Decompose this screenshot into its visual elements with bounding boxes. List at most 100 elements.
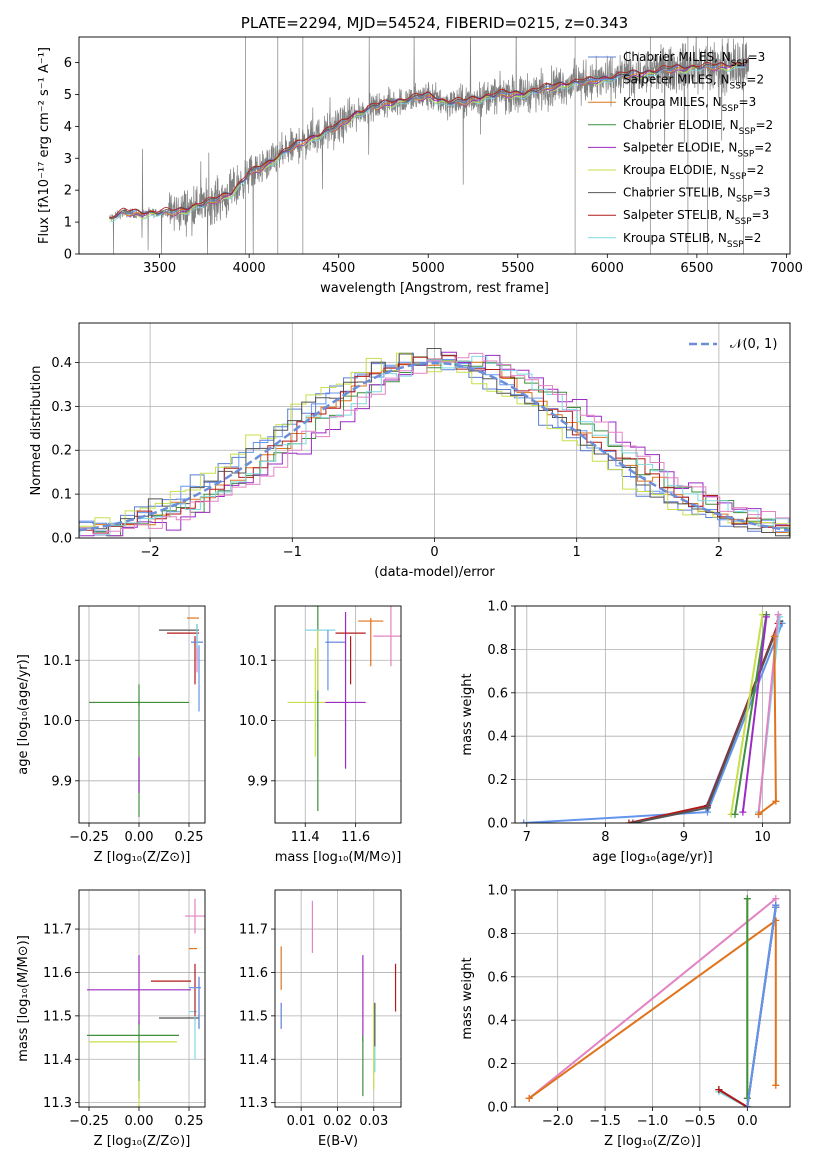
- weight-vs-Z-frame: [514, 889, 791, 1108]
- weight-marker: [772, 797, 780, 805]
- age-vs-Z-axes: −0.25 0.00 0.25 9.9 10.0 10.1 Z [log₁₀(Z/Z⊙)]: [43, 605, 206, 865]
- x-axis-label: mass [log₁₀(M/M⊙)]: [275, 850, 402, 865]
- spectrum-legend: Chabrier MILES, NSSP=3 Salpeter MILES, NS…: [588, 50, 773, 250]
- legend-label: Salpeter ELODIE, NSSP=2: [623, 140, 772, 159]
- y-tick-label: 0.2: [487, 1057, 508, 1072]
- error-bar-point: [185, 898, 205, 934]
- weight-series: [739, 613, 770, 816]
- x-tick-label: 0: [430, 545, 438, 560]
- x-tick-label: 6500: [680, 261, 713, 276]
- x-tick-label: 4500: [322, 261, 355, 276]
- y-tick-label: 1: [64, 216, 72, 231]
- x-tick-label: −1.5: [589, 1114, 621, 1129]
- weight-line: [528, 897, 777, 1100]
- weight-vs-age-axes: 7 8 9 10 0.0 0.2 0.4 0.6 0.8 1.0 age [log₁₀(age/yr…: [487, 600, 791, 865]
- x-tick-label: 1: [573, 545, 581, 560]
- weight-marker: [731, 810, 739, 818]
- y-tick-label: 3: [64, 152, 72, 167]
- x-tick-label: 10: [754, 830, 771, 845]
- y-tick-label: 0.8: [487, 927, 508, 942]
- x-tick-label: 2: [715, 545, 723, 560]
- y-tick-label: 10.0: [43, 714, 72, 729]
- weight-line: [730, 614, 764, 815]
- weight-vs-Z-plot-area: [525, 895, 780, 1107]
- weight-marker: [629, 819, 637, 823]
- x-tick-label: 0.0: [737, 1114, 758, 1129]
- error-bar-point: [373, 606, 401, 667]
- residuals-legend: 𝒩(0, 1): [689, 337, 777, 352]
- x-tick-label: 7: [523, 830, 531, 845]
- x-tick-label: 5000: [412, 261, 445, 276]
- histogram-step: [79, 352, 790, 537]
- weight-marker: [743, 895, 751, 903]
- weight-marker: [743, 1103, 751, 1107]
- weight-series: [755, 632, 780, 818]
- y-tick-label: 0.4: [487, 1014, 508, 1029]
- x-tick-label: 6000: [591, 261, 624, 276]
- y-tick-label: 0.1: [51, 488, 72, 503]
- y-tick-label: 0.0: [51, 532, 72, 547]
- y-tick-label: 5: [64, 88, 72, 103]
- age-vs-Z-plot-area: [89, 617, 203, 817]
- y-tick-label: 2: [64, 184, 72, 199]
- weight-vs-age-plot-area: [520, 611, 786, 823]
- histogram-step: [79, 361, 790, 533]
- y-tick-label: 11.3: [43, 1096, 72, 1111]
- weight-marker: [520, 819, 528, 823]
- x-tick-label: −2.0: [542, 1114, 574, 1129]
- legend-label: Chabrier STELIB, NSSP=3: [623, 186, 771, 205]
- x-tick-label: 0.25: [175, 830, 204, 845]
- legend-label: Salpeter STELIB, NSSP=3: [623, 208, 769, 227]
- y-tick-label: 11.5: [239, 1009, 268, 1024]
- x-tick-label: 4000: [233, 261, 266, 276]
- legend-label: Chabrier MILES, NSSP=3: [623, 50, 765, 69]
- spectrum-data-line: [109, 37, 750, 254]
- weight-marker: [772, 903, 780, 911]
- x-tick-label: −2: [141, 545, 160, 560]
- spectrum-frame: [78, 36, 791, 255]
- weight-series: [525, 916, 780, 1102]
- y-tick-label: 0.0: [487, 1101, 508, 1116]
- weight-series: [743, 895, 751, 1102]
- x-axis-label: age [log₁₀(age/yr)]: [592, 850, 713, 865]
- weight-line: [632, 620, 781, 823]
- y-tick-label: 11.4: [239, 1053, 268, 1068]
- y-axis-label: Normed distribution: [29, 366, 44, 496]
- y-tick-label: 0.6: [487, 686, 508, 701]
- chart-title: PLATE=2294, MJD=54524, FIBERID=0215, z=0…: [241, 14, 628, 32]
- mass-vs-EBV-frame: [274, 889, 402, 1108]
- legend-label: 𝒩(0, 1): [730, 337, 777, 352]
- x-axis-label: wavelength [Angstrom, rest frame]: [320, 281, 549, 296]
- y-tick-label: 0.8: [487, 643, 508, 658]
- x-tick-label: 0.25: [175, 1114, 204, 1129]
- y-tick-label: 10.0: [239, 714, 268, 729]
- weight-marker: [772, 1081, 780, 1089]
- weight-series: [743, 903, 780, 1107]
- y-tick-label: 1.0: [487, 884, 508, 899]
- x-tick-label: 7000: [770, 261, 803, 276]
- y-tick-label: 4: [64, 120, 72, 135]
- x-tick-label: 0.03: [359, 1114, 388, 1129]
- y-axis-label: Flux [fλ10⁻¹⁷ erg cm⁻² s⁻¹ A⁻¹]: [37, 47, 52, 244]
- x-tick-label: 0.01: [287, 1114, 316, 1129]
- y-axis-label: mass [log₁₀(M/M⊙)]: [16, 935, 31, 1062]
- residuals-axes: −2 −1 0 1 2 0.0 0.1 0.2 0.3 0.4 (data-model)/error: [51, 322, 791, 580]
- age-vs-Z-frame: [78, 605, 206, 824]
- spectrum-plot-area: [109, 37, 750, 254]
- weight-marker: [774, 611, 782, 619]
- x-axis-label: E(B-V): [318, 1134, 358, 1149]
- y-tick-label: 11.7: [43, 923, 72, 938]
- weight-vs-Z-axes: −2.0 −1.5 −1.0 −0.5 0.0 0.0 0.2 0.4 0.6 0.8 1.0 Z […: [487, 884, 791, 1149]
- y-tick-label: 0.2: [487, 773, 508, 788]
- spectrum-model-line: [109, 62, 749, 219]
- y-tick-label: 11.7: [239, 923, 268, 938]
- x-tick-label: 11.4: [291, 830, 320, 845]
- weight-marker: [704, 804, 711, 812]
- x-tick-label: −1.0: [637, 1114, 669, 1129]
- legend-label: Kroupa MILES, NSSP=3: [623, 95, 756, 114]
- x-tick-label: 11.6: [341, 830, 370, 845]
- mass-vs-Z-plot-area: [87, 898, 205, 1107]
- y-tick-label: 0.4: [487, 730, 508, 745]
- x-tick-label: 0.00: [125, 830, 154, 845]
- y-axis-label: mass weight: [460, 957, 475, 1039]
